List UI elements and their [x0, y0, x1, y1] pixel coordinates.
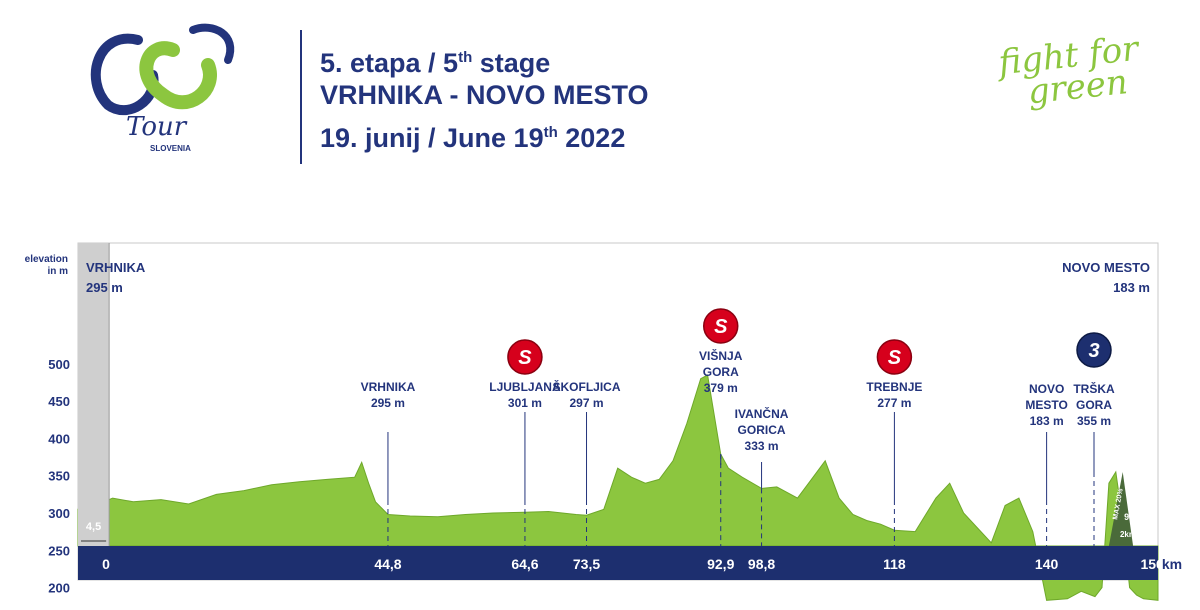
location-elevation: 355 m: [1077, 414, 1111, 428]
x-tick-label: 44,8: [374, 556, 401, 572]
location-elevation: 277 m: [877, 396, 911, 410]
location-name: IVANČNA: [735, 406, 789, 421]
location-name: TRŠKA: [1073, 381, 1115, 396]
finish-elevation: 183 m: [1113, 280, 1150, 295]
location-name: TREBNJE: [866, 380, 922, 394]
final-climb-wedge: [1108, 471, 1134, 546]
tour-of-slovenia-logo: [78, 20, 248, 160]
y-tick-label: 400: [48, 431, 70, 446]
y-axis-label: in m: [47, 266, 68, 277]
y-tick-label: 200: [48, 581, 70, 596]
logo-subtitle: SLOVENIA: [150, 144, 191, 153]
sprint-icon: [702, 308, 739, 344]
neutral-zone-label: 4,5: [86, 521, 101, 533]
x-tick-label: 73,5: [573, 556, 600, 572]
x-tick-label: 0: [102, 556, 110, 572]
stage-date: 19. junij / June 19th 2022: [320, 123, 626, 153]
header-divider: [300, 30, 302, 164]
location-name: VIŠNJA: [699, 348, 743, 363]
neutral-zone-profile: [78, 490, 110, 546]
y-tick-label: 450: [48, 394, 70, 409]
x-tick-label: 92,9: [707, 556, 734, 572]
climb-length: 2km: [1120, 530, 1136, 539]
location-name: MESTO: [1025, 398, 1067, 412]
kom-category-icon: [1076, 332, 1112, 368]
y-tick-label: 500: [48, 357, 70, 372]
x-axis-unit: km: [1162, 556, 1182, 572]
location-name: LJUBLJANA: [489, 380, 561, 394]
location-name: ŠKOFLJICA: [553, 379, 621, 394]
start-elevation: 295 m: [86, 280, 123, 295]
location-elevation: 379 m: [704, 381, 738, 395]
start-name: VRHNIKA: [86, 260, 146, 275]
location-name: NOVO: [1029, 382, 1064, 396]
y-tick-label: 250: [48, 543, 70, 558]
stage-title: 5. etapa / 5th stage: [320, 48, 551, 78]
location-name: GORICA: [738, 423, 786, 437]
sprint-icon-label: S: [518, 347, 532, 369]
y-tick-label: 350: [48, 469, 70, 484]
km-axis-bar: [78, 546, 1158, 580]
logo-swirl-icon: [90, 23, 235, 116]
finish-name: NOVO MESTO: [1062, 260, 1150, 275]
location-name: VRHNIKA: [361, 380, 416, 394]
y-tick-label: 300: [48, 506, 70, 521]
x-tick-label: 118: [883, 556, 906, 572]
location-elevation: 183 m: [1030, 414, 1064, 428]
logo-word: Tour: [126, 112, 187, 142]
x-tick-label: 64,6: [511, 556, 538, 572]
climb-avg-gradient: 9%: [1124, 512, 1137, 522]
x-tick-label: 156,1: [1140, 556, 1175, 572]
route-title: VRHNIKA - NOVO MESTO: [320, 80, 649, 110]
sprint-icon: [507, 339, 543, 375]
location-name: GORA: [703, 365, 739, 379]
x-tick-label: 140: [1035, 556, 1059, 572]
location-elevation: 295 m: [371, 396, 405, 410]
location-name: GORA: [1076, 398, 1112, 412]
x-tick-label: 98,8: [748, 556, 775, 572]
sprint-icon-label: S: [888, 347, 902, 369]
sprint-icon-label: S: [714, 316, 728, 338]
location-elevation: 301 m: [508, 396, 542, 410]
sprint-icon: [876, 339, 913, 375]
location-elevation: 333 m: [745, 439, 779, 453]
y-axis-label: elevation: [25, 254, 68, 265]
kom-category-label: 3: [1088, 340, 1099, 362]
location-elevation: 297 m: [570, 396, 604, 410]
